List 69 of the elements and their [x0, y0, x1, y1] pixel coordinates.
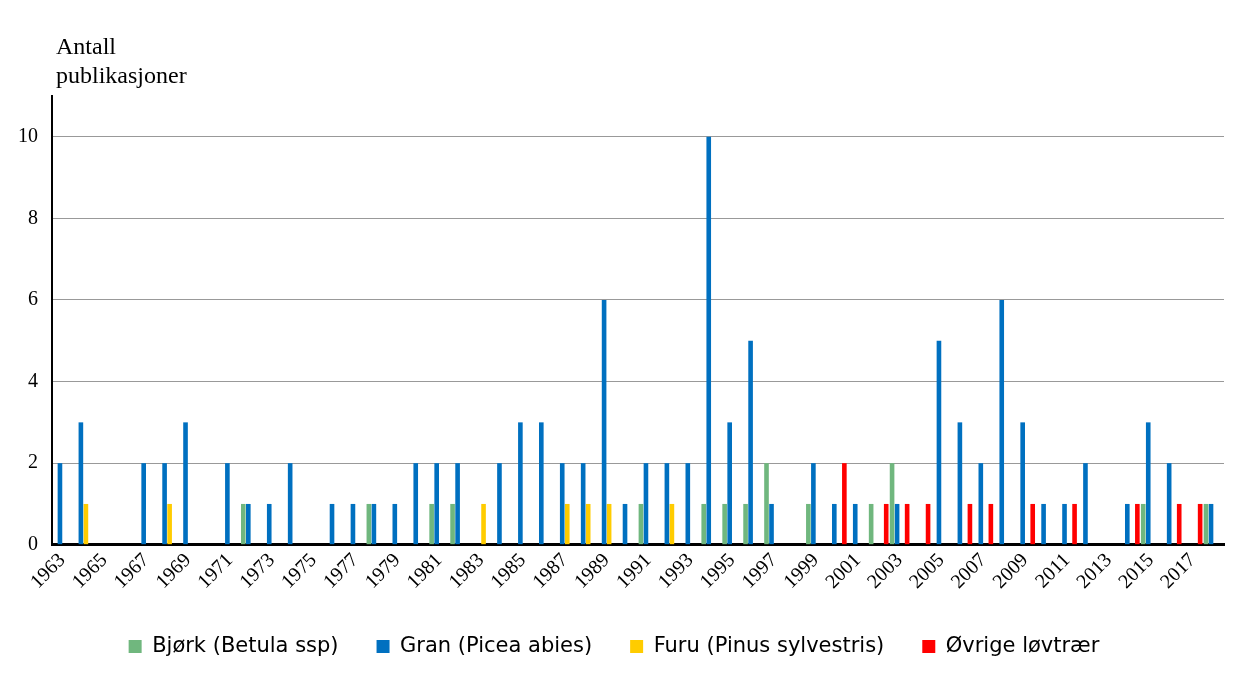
- bar: [141, 463, 146, 545]
- bar: [413, 463, 419, 545]
- bar: [978, 463, 984, 545]
- y-tick-label: 2: [28, 450, 38, 473]
- x-tick-label: 1991: [611, 548, 656, 593]
- x-tick-label: 1979: [360, 548, 404, 593]
- legend-label: Gran (Picea abies): [400, 632, 593, 657]
- x-tick-label: 1999: [778, 548, 823, 593]
- bar: [167, 503, 172, 545]
- y-tick-label: 0: [28, 532, 38, 554]
- legend-label: Furu (Pinus sylvestris): [653, 632, 885, 657]
- bar: [883, 503, 889, 545]
- bar: [748, 340, 753, 545]
- bar: [842, 463, 847, 545]
- bar: [564, 503, 570, 545]
- bar: [539, 422, 544, 545]
- bar: [392, 503, 398, 545]
- bar: [852, 503, 858, 545]
- bar: [1125, 503, 1130, 545]
- x-tick-label: 1993: [653, 548, 697, 593]
- bar: [706, 136, 712, 545]
- legend-label: Øvrige løvtrær: [945, 632, 1100, 657]
- bar: [225, 463, 230, 545]
- y-tick-label: 10: [18, 124, 38, 147]
- bar: [806, 503, 811, 545]
- y-tick-label: 6: [28, 287, 38, 310]
- bar: [701, 503, 707, 545]
- bar: [183, 422, 188, 545]
- bar: [497, 463, 502, 545]
- bar: [1062, 503, 1067, 545]
- bar: [240, 503, 246, 545]
- bar: [266, 503, 272, 545]
- y-tick-label: 8: [28, 205, 38, 228]
- bar: [999, 299, 1005, 545]
- x-tick-label: 1969: [150, 548, 195, 593]
- bar: [1072, 503, 1077, 545]
- bar: [585, 503, 591, 545]
- bar: [450, 503, 455, 545]
- bar: [811, 463, 816, 545]
- bar: [434, 463, 439, 545]
- bar: [1135, 503, 1140, 545]
- bar: [1041, 503, 1046, 545]
- bar: [727, 422, 732, 545]
- bar: [685, 463, 691, 545]
- bar: [455, 463, 460, 545]
- bar: [764, 463, 769, 545]
- y-tick-label: 4: [28, 368, 38, 391]
- bar: [559, 463, 565, 545]
- bar: [1030, 503, 1036, 545]
- x-tick-label: 1971: [192, 548, 237, 593]
- bar: [743, 503, 748, 545]
- bar: [481, 503, 486, 545]
- bar: [1020, 422, 1025, 545]
- bar: [162, 463, 167, 545]
- bar: [1083, 463, 1088, 545]
- y-axis-title: Antall publikasjoner: [56, 32, 187, 90]
- bar: [429, 503, 434, 545]
- legend-label: Bjørk (Betula ssp): [152, 632, 339, 657]
- bar: [1176, 503, 1182, 545]
- bar: [246, 503, 251, 545]
- x-tick-label: 2011: [1030, 548, 1074, 592]
- bar: [722, 503, 727, 545]
- x-tick-label: 1981: [401, 548, 446, 593]
- bar: [518, 422, 523, 545]
- bar: [1140, 503, 1146, 545]
- x-tick-label: 1989: [569, 548, 614, 593]
- bar: [1145, 422, 1151, 545]
- bar: [769, 503, 774, 545]
- bar: [832, 503, 837, 545]
